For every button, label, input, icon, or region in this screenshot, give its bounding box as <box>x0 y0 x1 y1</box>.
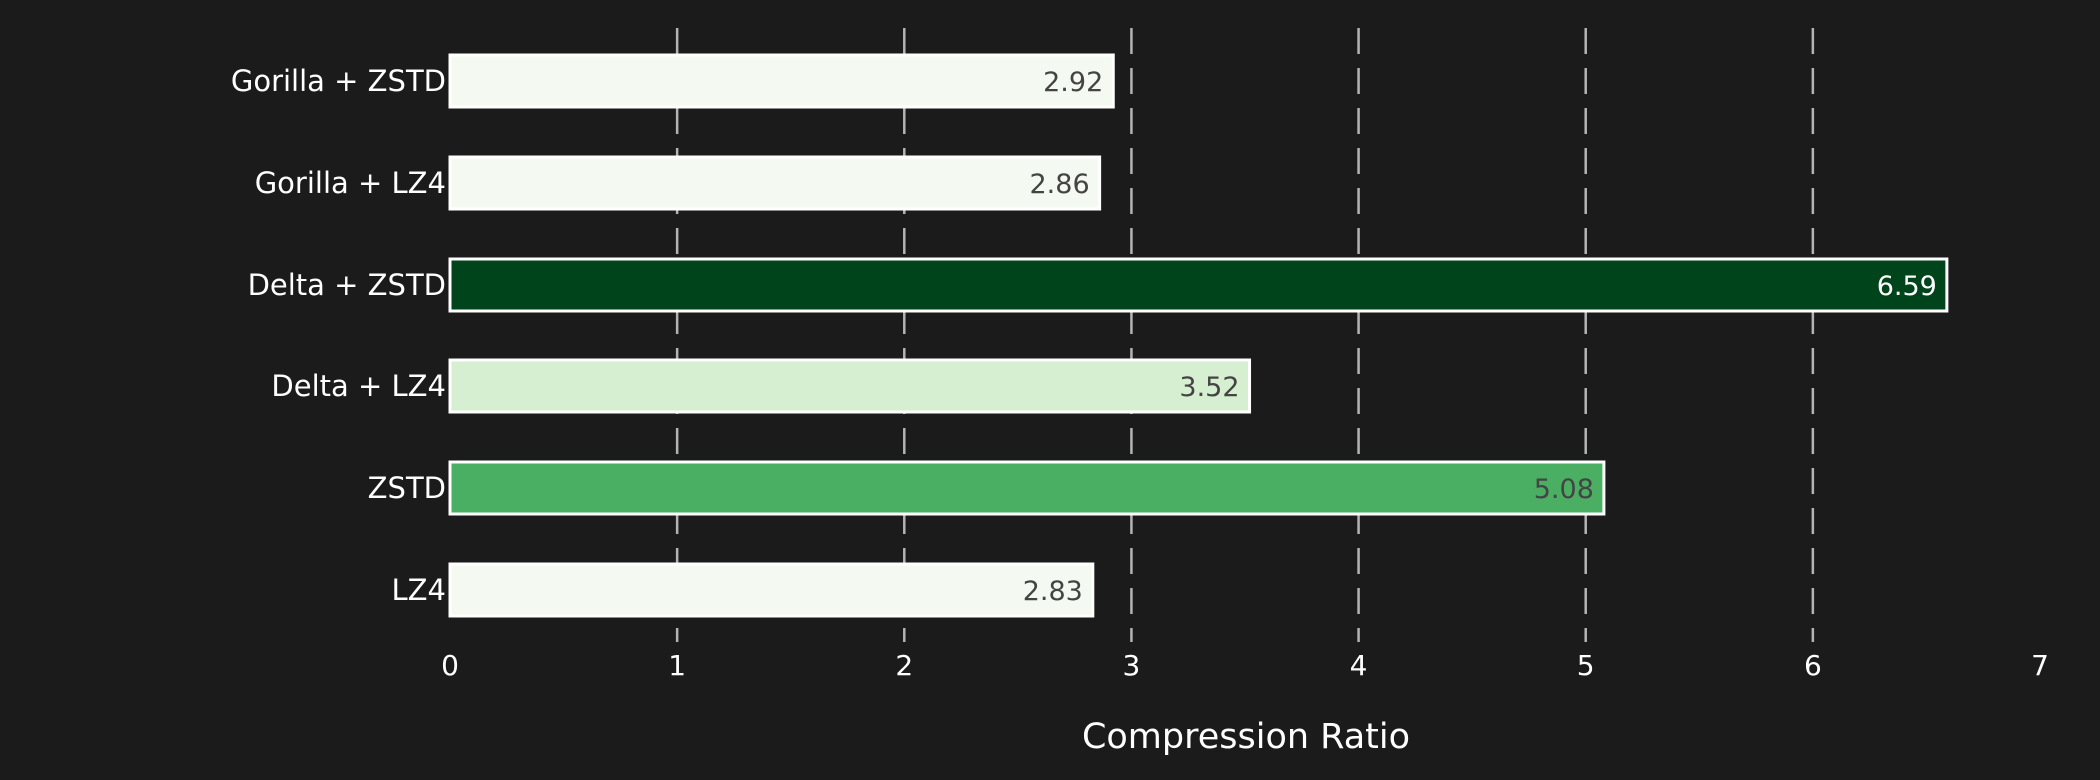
bar <box>448 460 1606 516</box>
x-axis-label: Compression Ratio <box>1082 717 1410 757</box>
x-tick-label: 1 <box>668 649 686 682</box>
x-grid-lines <box>675 28 1815 642</box>
y-tick-labels: Gorilla + ZSTD Gorilla + LZ4 Delta + ZSTD D… <box>231 64 446 607</box>
x-tick-label: 5 <box>1577 649 1595 682</box>
y-tick-label: Gorilla + LZ4 <box>255 166 446 200</box>
y-tick-label: Delta + ZSTD <box>248 268 446 302</box>
x-tick-label: 7 <box>2031 649 2049 682</box>
y-tick-label: Gorilla + ZSTD <box>231 64 446 98</box>
bar-value-label: 2.83 <box>1023 576 1083 607</box>
y-tick-label: Delta + LZ4 <box>271 369 446 403</box>
bar <box>448 562 1095 618</box>
x-tick-label: 4 <box>1350 649 1368 682</box>
x-tick-labels: 0 1 2 3 4 5 6 7 <box>441 649 2049 682</box>
bar-value-label: 2.92 <box>1043 67 1103 98</box>
bar <box>448 257 1949 313</box>
y-tick-label: LZ4 <box>392 573 446 607</box>
bar-value-label: 3.52 <box>1179 372 1239 403</box>
bar <box>448 53 1115 109</box>
x-tick-label: 3 <box>1123 649 1141 682</box>
x-tick-label: 0 <box>441 649 459 682</box>
bar-value-label: 5.08 <box>1534 474 1594 505</box>
bar-value-label: 6.59 <box>1877 271 1937 302</box>
bar <box>448 358 1252 414</box>
x-tick-label: 6 <box>1804 649 1822 682</box>
bars: 2.92 2.86 6.59 3.52 5.08 2.83 <box>448 53 1949 618</box>
bar <box>448 155 1102 211</box>
x-tick-label: 2 <box>895 649 913 682</box>
bar-value-label: 2.86 <box>1030 169 1090 200</box>
y-tick-label: ZSTD <box>368 471 446 505</box>
